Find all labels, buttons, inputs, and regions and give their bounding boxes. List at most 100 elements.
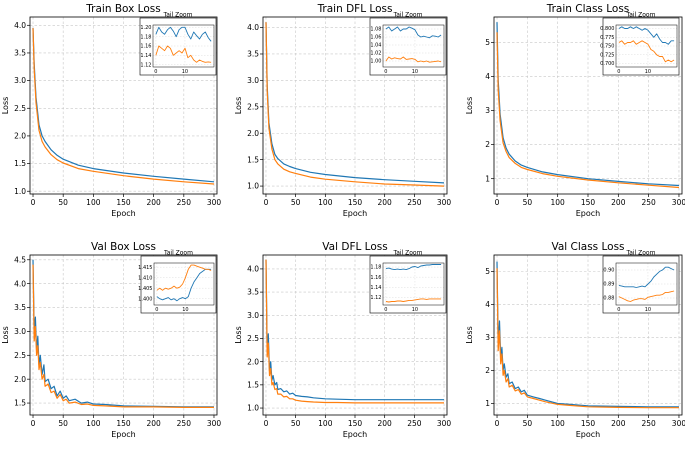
x-tick-label: 0 (31, 419, 36, 428)
chart-title: Val Box Loss (91, 241, 156, 253)
inset-y-tick-label: 0.800 (600, 26, 614, 32)
inset-y-tick-label: 1.12 (370, 295, 381, 301)
inset-frame (382, 262, 445, 306)
x-tick-label: 150 (116, 198, 131, 207)
inset-y-tick-label: 1.12 (140, 62, 151, 68)
chart-panel-4: 0 50 100 150 200 250 3001.52.02.53.03.54.04.5V… (1, 241, 221, 439)
inset-title: Tail Zoom (626, 250, 656, 257)
y-tick-label: 2.5 (14, 351, 26, 360)
x-tick-label: 100 (318, 198, 333, 207)
y-tick-label: 2.0 (14, 132, 26, 141)
x-tick-label: 200 (146, 419, 161, 428)
inset-y-tick-label: 0.90 (603, 268, 614, 274)
inset-y-tick-label: 0.750 (600, 44, 614, 50)
inset-series-line-2 (385, 298, 442, 303)
inset-background (602, 255, 680, 314)
inset-y-tick-label: 1.16 (140, 44, 151, 50)
chart-panel-1: 0 50 100 150 200 250 3001.01.52.02.53.03.54.0T… (1, 3, 221, 218)
inset-background (369, 255, 447, 314)
inset-y-tick-label: 0.89 (603, 282, 614, 288)
chart-title: Train DFL Loss (317, 3, 393, 15)
x-tick-label: 0 (31, 198, 36, 207)
series-line-1 (496, 261, 679, 408)
inset-y-tick-label: 1.14 (140, 53, 151, 59)
x-tick-label: 250 (641, 198, 656, 207)
x-tick-label: 0 (495, 419, 500, 428)
y-tick-label: 3.0 (247, 76, 259, 85)
inset-frame (152, 24, 215, 68)
x-tick-label: 100 (551, 419, 566, 428)
x-tick-label: 50 (523, 419, 533, 428)
x-tick-label: 200 (378, 198, 393, 207)
inset-title: Tail Zoom (163, 250, 193, 257)
x-tick-label: 100 (86, 198, 101, 207)
y-tick-label: 3.5 (247, 288, 259, 297)
x-tick-label: 200 (611, 419, 626, 428)
series-line-1 (265, 259, 444, 401)
y-tick-label: 4 (485, 72, 490, 81)
y-tick-label: 4.0 (14, 21, 26, 30)
inset-y-tick-label: 1.405 (138, 286, 152, 292)
y-tick-label: 4.5 (14, 255, 26, 264)
inset-frame (153, 262, 215, 306)
inset-x-tick-label: 10 (412, 307, 418, 313)
inset-series-line-2 (156, 264, 212, 291)
y-tick-label: 1.0 (14, 187, 26, 196)
x-tick-label: 200 (378, 419, 393, 428)
x-tick-label: 100 (318, 419, 333, 428)
inset-x-tick-label: 0 (155, 307, 158, 313)
inset-x-tick-label: 0 (384, 69, 387, 75)
inset-y-tick-label: 1.04 (370, 43, 381, 49)
inset-series-line-1 (385, 264, 442, 271)
inset-y-tick-label: 1.400 (138, 296, 152, 302)
inset-y-tick-label: 1.00 (370, 59, 381, 65)
inset-series-line-1 (618, 266, 675, 288)
series-line-2 (32, 28, 215, 185)
inset-y-tick-label: 1.415 (138, 265, 152, 271)
x-tick-label: 100 (86, 419, 101, 428)
inset-y-tick-label: 1.02 (370, 51, 381, 57)
x-tick-label: 0 (264, 419, 269, 428)
y-tick-label: 2 (485, 366, 490, 375)
x-tick-label: 300 (207, 419, 222, 428)
x-tick-label: 50 (291, 419, 301, 428)
x-tick-label: 200 (611, 198, 626, 207)
y-axis-label: Loss (1, 326, 10, 344)
y-tick-label: 1 (485, 399, 490, 408)
x-tick-label: 250 (177, 419, 192, 428)
inset-series-line-2 (618, 40, 675, 63)
inset-series-line-1 (385, 26, 442, 39)
y-tick-label: 4.0 (14, 279, 26, 288)
inset-series-line-1 (618, 26, 675, 45)
x-tick-label: 300 (437, 198, 452, 207)
y-tick-label: 2.0 (247, 357, 259, 366)
inset-frame (382, 24, 445, 68)
inset-title: Tail Zoom (393, 250, 423, 257)
x-axis-label: Epoch (111, 430, 136, 439)
y-tick-label: 1.5 (247, 380, 259, 389)
series-line-2 (265, 259, 444, 404)
chart-panel-2: 0 50 100 150 200 250 3001.01.52.02.53.03.54.0T… (234, 3, 451, 218)
x-tick-label: 50 (291, 198, 301, 207)
x-tick-label: 250 (407, 198, 422, 207)
inset-frame (615, 24, 678, 68)
y-tick-label: 1.0 (247, 404, 259, 413)
y-tick-label: 3 (485, 106, 490, 115)
inset-x-tick-label: 10 (645, 307, 651, 313)
y-tick-label: 2.5 (247, 334, 259, 343)
inset-series-line-2 (385, 56, 442, 63)
inset-y-tick-label: 1.08 (370, 27, 381, 33)
y-tick-label: 1 (485, 174, 490, 183)
chart-title: Train Class Loss (546, 3, 630, 15)
y-axis-label: Loss (234, 97, 243, 115)
inset-y-tick-label: 1.06 (370, 35, 381, 41)
y-tick-label: 2 (485, 140, 490, 149)
x-axis-label: Epoch (576, 430, 601, 439)
y-tick-label: 1.5 (14, 399, 26, 408)
inset-title: Tail Zoom (163, 12, 193, 19)
x-tick-label: 50 (58, 419, 68, 428)
x-tick-label: 150 (348, 419, 363, 428)
tail-zoom-inset: 0 10 1.00 1.02 1.04 1.06 1.08 Tail Zoom (369, 12, 447, 76)
y-tick-label: 1.0 (247, 182, 259, 191)
